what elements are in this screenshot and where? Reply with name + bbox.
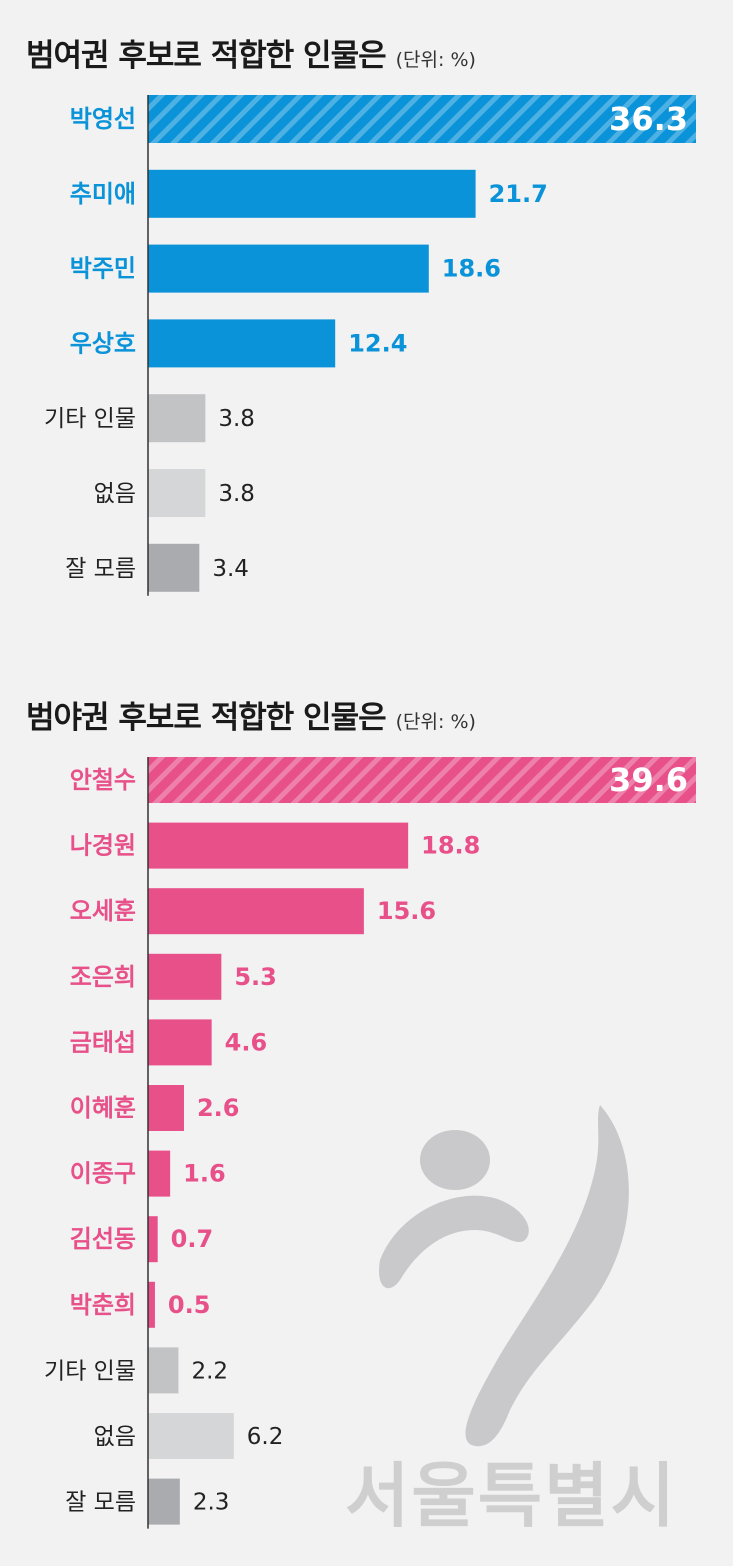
chart-1-bar-0 xyxy=(148,95,696,143)
chart-2-bar-0 xyxy=(148,757,696,803)
chart-2-bar-1 xyxy=(148,822,409,869)
chart-2-value-label-0: 39.6 xyxy=(609,761,688,799)
chart-2-value-label-2: 15.6 xyxy=(377,897,436,925)
chart-2-title: 범야권 후보로 적합한 인물은 (단위: %) xyxy=(26,692,476,737)
chart-2-value-label-4: 4.6 xyxy=(225,1028,268,1056)
chart-2-bar-3 xyxy=(148,953,222,1000)
chart-2-category-label-4: 금태섭 xyxy=(70,1028,136,1056)
chart-1-value-label-1: 21.7 xyxy=(489,180,548,208)
chart-1-bar-2 xyxy=(148,244,429,293)
chart-2-category-label-11: 잘 모름 xyxy=(65,1490,136,1516)
chart-2-bar-8 xyxy=(148,1281,155,1328)
chart-2-bar-10 xyxy=(148,1413,234,1459)
chart-2-value-label-11: 2.3 xyxy=(193,1490,230,1516)
chart-1-unit: (단위: %) xyxy=(395,49,476,71)
chart-2-category-label-3: 조은희 xyxy=(70,963,136,991)
chart-2-category-label-7: 김선동 xyxy=(70,1225,136,1253)
chart-1-value-label-3: 12.4 xyxy=(348,329,407,357)
chart-2-category-label-5: 이혜훈 xyxy=(70,1094,136,1122)
watermark-text: 서울특별시 xyxy=(345,1455,677,1537)
chart-1-bar-5 xyxy=(148,469,206,517)
chart-2-title-text: 범야권 후보로 적합한 인물은 xyxy=(26,700,387,736)
chart-1-value-label-5: 3.8 xyxy=(218,481,255,507)
chart-2-category-label-9: 기타 인물 xyxy=(44,1358,136,1384)
chart-2-bar-11 xyxy=(148,1478,180,1525)
chart-2-bar-4 xyxy=(148,1019,212,1066)
chart-2-value-label-5: 2.6 xyxy=(197,1094,240,1122)
chart-1-category-label-1: 추미애 xyxy=(70,180,136,208)
chart-2-bar-7 xyxy=(148,1216,158,1263)
chart-2-category-label-8: 박춘희 xyxy=(70,1291,136,1319)
chart-2-value-label-6: 1.6 xyxy=(183,1160,226,1188)
chart-1-bar-chart: 박영선 36.3 추미애 21.7 박주민 18.6 우상호 12.4 기타 인물 3.8 없음 3.… xyxy=(44,95,696,596)
chart-2-value-label-8: 0.5 xyxy=(168,1291,211,1319)
chart-1-category-label-5: 없음 xyxy=(94,481,136,507)
chart-1-value-label-0: 36.3 xyxy=(609,100,688,138)
chart-2-category-label-10: 없음 xyxy=(94,1424,136,1450)
chart-2-value-label-7: 0.7 xyxy=(171,1225,214,1253)
chart-1-bar-4 xyxy=(148,394,206,443)
chart-2-bar-2 xyxy=(148,888,364,935)
chart-1-bar-6 xyxy=(148,543,200,592)
chart-2-value-label-9: 2.2 xyxy=(191,1358,228,1384)
chart-1-bar-3 xyxy=(148,319,336,368)
chart-1-category-label-6: 잘 모름 xyxy=(65,556,136,582)
chart-2-category-label-6: 이종구 xyxy=(70,1160,136,1188)
chart-2-value-label-3: 5.3 xyxy=(234,963,277,991)
seoul-emblem-icon xyxy=(379,1105,629,1447)
chart-2-bar-9 xyxy=(148,1347,179,1394)
chart-1-category-label-2: 박주민 xyxy=(70,255,136,283)
chart-2-bar-6 xyxy=(148,1150,171,1197)
chart-1-category-label-0: 박영선 xyxy=(70,105,136,133)
chart-2-category-label-0: 안철수 xyxy=(70,766,136,794)
chart-1-value-label-2: 18.6 xyxy=(442,255,501,283)
chart-2-bar-chart: 안철수 39.6 나경원 18.8 오세훈 15.6 조은희 5.3 금태섭 4.6 이혜훈 2.6 이… xyxy=(44,757,696,1529)
chart-1-category-label-3: 우상호 xyxy=(70,329,136,357)
chart-1-bar-1 xyxy=(148,169,476,218)
chart-2-unit: (단위: %) xyxy=(395,711,476,733)
chart-1-title: 범여권 후보로 적합한 인물은 (단위: %) xyxy=(26,30,476,75)
chart-2-bar-5 xyxy=(148,1085,184,1131)
chart-2-category-label-2: 오세훈 xyxy=(70,897,136,925)
chart-1-title-text: 범여권 후보로 적합한 인물은 xyxy=(26,38,387,74)
chart-1-category-label-4: 기타 인물 xyxy=(44,406,136,432)
chart-2-value-label-10: 6.2 xyxy=(247,1424,284,1450)
chart-1-value-label-6: 3.4 xyxy=(212,556,249,582)
chart-2-value-label-1: 18.8 xyxy=(421,832,480,860)
chart-1-value-label-4: 3.8 xyxy=(218,406,255,432)
chart-2-category-label-1: 나경원 xyxy=(70,832,136,860)
